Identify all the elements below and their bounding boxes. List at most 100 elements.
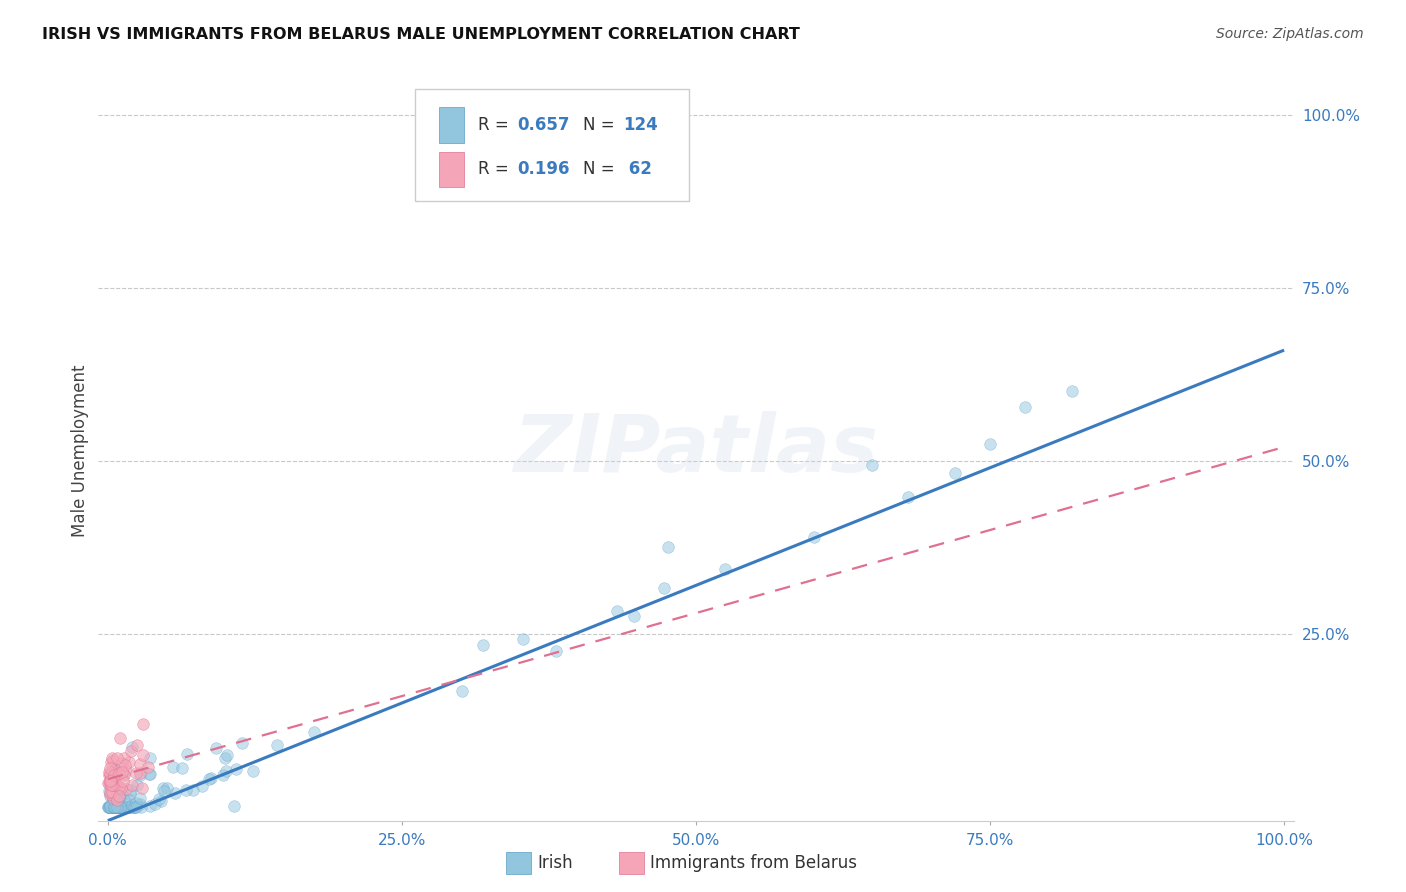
Point — [129, 799, 152, 814]
Point — [103, 799, 125, 814]
Point — [214, 764, 236, 779]
Point — [162, 760, 184, 774]
Point — [103, 799, 125, 814]
Text: N =: N = — [583, 161, 620, 178]
Point — [139, 767, 162, 781]
Point — [200, 771, 222, 785]
Point — [104, 797, 127, 812]
Point — [108, 799, 131, 814]
Point — [125, 766, 148, 780]
Point — [132, 716, 155, 731]
Point — [156, 780, 179, 795]
Point — [98, 787, 121, 801]
Point — [98, 767, 121, 781]
Point — [97, 799, 120, 814]
Point — [108, 789, 131, 804]
Point — [101, 792, 124, 806]
Point — [131, 780, 153, 795]
Point — [110, 781, 132, 796]
Point — [103, 799, 125, 814]
Point — [170, 761, 193, 775]
Point — [120, 744, 142, 758]
Point — [101, 799, 124, 814]
Point — [111, 799, 134, 814]
Point — [128, 791, 150, 805]
Point — [128, 756, 150, 771]
Point — [125, 796, 148, 810]
Point — [105, 793, 128, 807]
Point — [104, 769, 127, 783]
Point — [97, 799, 120, 814]
Point — [1014, 400, 1036, 414]
Point — [108, 798, 131, 813]
Point — [122, 799, 145, 814]
Point — [101, 777, 124, 791]
Point — [153, 783, 176, 797]
Point — [98, 799, 121, 814]
Text: ZIPatlas: ZIPatlas — [513, 411, 879, 490]
Point — [118, 799, 141, 814]
Point — [231, 735, 253, 749]
Point — [112, 774, 135, 789]
Point — [129, 766, 152, 780]
Point — [98, 765, 121, 780]
Point — [110, 756, 132, 771]
Point — [100, 773, 122, 788]
Text: 62: 62 — [623, 161, 652, 178]
Point — [125, 799, 148, 814]
Point — [125, 778, 148, 792]
Point — [105, 799, 128, 814]
Point — [104, 763, 127, 777]
Point — [121, 778, 143, 792]
Point — [148, 792, 170, 806]
Point — [107, 798, 129, 813]
Point — [97, 764, 120, 779]
Point — [101, 785, 124, 799]
Point — [121, 799, 143, 814]
Point — [101, 753, 124, 767]
Point — [149, 794, 172, 808]
Point — [117, 799, 139, 814]
Text: R =: R = — [478, 116, 515, 134]
Point — [98, 775, 121, 789]
Point — [117, 799, 139, 814]
Point — [105, 751, 128, 765]
Point — [100, 770, 122, 784]
Point — [107, 790, 129, 805]
Text: 124: 124 — [623, 116, 658, 134]
Point — [112, 792, 135, 806]
Point — [108, 780, 131, 794]
Point — [198, 772, 221, 786]
Point — [98, 773, 121, 788]
Point — [266, 739, 288, 753]
Y-axis label: Male Unemployment: Male Unemployment — [70, 364, 89, 537]
Point — [98, 784, 121, 798]
Point — [104, 763, 127, 777]
Point — [98, 784, 121, 798]
Text: N =: N = — [583, 116, 620, 134]
Point — [181, 783, 204, 797]
Point — [107, 799, 129, 814]
Point — [105, 767, 128, 781]
Point — [101, 765, 124, 780]
Point — [132, 748, 155, 763]
Point — [143, 797, 166, 812]
Text: Irish: Irish — [537, 854, 572, 872]
Point — [121, 797, 143, 812]
Point — [98, 767, 121, 781]
Point — [176, 747, 198, 761]
Point — [450, 683, 472, 698]
Point — [98, 799, 121, 814]
Point — [139, 798, 162, 813]
Point — [103, 799, 125, 814]
Point — [623, 609, 645, 624]
Point — [803, 531, 825, 545]
Point — [98, 760, 121, 774]
Point — [302, 725, 325, 739]
Point — [112, 751, 135, 765]
Point — [108, 799, 131, 814]
Point — [100, 780, 122, 795]
Point — [714, 562, 737, 576]
Point — [512, 632, 534, 646]
Point — [115, 799, 138, 814]
